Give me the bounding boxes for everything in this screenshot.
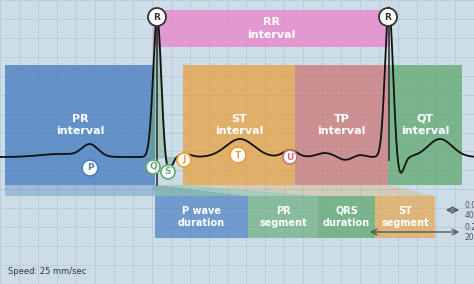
Text: 0.20s: 0.20s — [465, 222, 474, 231]
Text: S: S — [165, 168, 171, 176]
Bar — [5, 65, 155, 185]
Bar — [153, 10, 390, 47]
Text: PR
interval: PR interval — [56, 114, 104, 136]
Text: RR
interval: RR interval — [247, 17, 296, 40]
Bar — [318, 196, 375, 238]
Circle shape — [230, 147, 246, 163]
Text: R: R — [384, 12, 392, 22]
Text: ST
segment: ST segment — [381, 206, 429, 228]
Bar — [248, 196, 318, 238]
Bar — [183, 65, 295, 185]
Circle shape — [177, 153, 191, 167]
Circle shape — [148, 8, 166, 26]
Text: P wave
duration: P wave duration — [178, 206, 225, 228]
Text: U: U — [286, 153, 294, 162]
Text: Speed: 25 mm/sec: Speed: 25 mm/sec — [8, 267, 86, 276]
Circle shape — [82, 160, 98, 176]
Polygon shape — [153, 185, 320, 196]
Text: 200ms: 200ms — [465, 233, 474, 241]
Text: ST
interval: ST interval — [215, 114, 263, 136]
Polygon shape — [5, 185, 248, 196]
Circle shape — [161, 165, 175, 179]
Circle shape — [379, 8, 397, 26]
Text: P: P — [87, 164, 93, 172]
Text: Q: Q — [149, 162, 157, 172]
Bar — [155, 196, 248, 238]
Text: 40ms: 40ms — [465, 210, 474, 220]
Polygon shape — [183, 185, 435, 196]
Text: R: R — [154, 12, 160, 22]
Circle shape — [283, 150, 297, 164]
Text: J: J — [182, 156, 186, 164]
Text: QT
interval: QT interval — [401, 114, 449, 136]
Text: TP
interval: TP interval — [317, 114, 365, 136]
Text: T: T — [235, 151, 241, 160]
Text: 0.04s: 0.04s — [465, 201, 474, 210]
Bar — [388, 65, 462, 185]
Bar — [375, 196, 435, 238]
Text: QRS
duration: QRS duration — [323, 206, 370, 228]
Circle shape — [146, 160, 160, 174]
Bar — [295, 65, 388, 185]
Text: PR
segment: PR segment — [259, 206, 307, 228]
